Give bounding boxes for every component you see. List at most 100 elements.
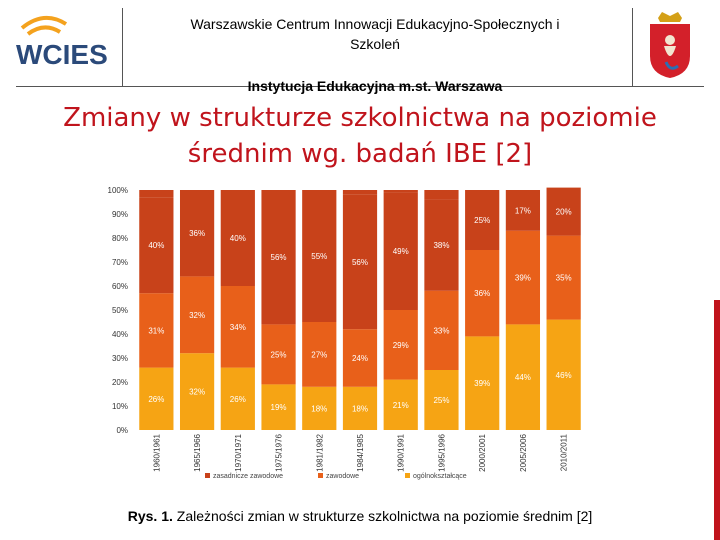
x-tick-label: 1990/1991 bbox=[397, 433, 406, 471]
y-tick-label: 0% bbox=[116, 426, 128, 435]
y-tick-label: 10% bbox=[112, 402, 128, 411]
legend-swatch bbox=[405, 473, 410, 478]
legend-label: zasadnicze zawodowe bbox=[213, 473, 283, 480]
slide-header: WCIES Warszawskie Centrum Innowacji Eduk… bbox=[0, 0, 720, 94]
x-tick-label: 2005/2006 bbox=[519, 433, 528, 471]
bar-segment bbox=[546, 187, 581, 236]
bar-segment bbox=[465, 336, 500, 430]
data-label: 20% bbox=[556, 208, 572, 217]
y-tick-label: 40% bbox=[112, 330, 128, 339]
bar-segment bbox=[342, 329, 378, 387]
data-label: 38% bbox=[433, 241, 449, 250]
data-label: 24% bbox=[352, 354, 368, 363]
bar-segment bbox=[342, 386, 378, 430]
data-label: 39% bbox=[515, 274, 531, 283]
data-label: 32% bbox=[189, 311, 205, 320]
bar-segment bbox=[179, 276, 215, 354]
organization-name: Warszawskie Centrum Innowacji Edukacyjno… bbox=[135, 14, 615, 54]
bar-segment bbox=[424, 290, 459, 370]
x-tick-label: 2000/2001 bbox=[478, 433, 487, 471]
data-label: 49% bbox=[393, 247, 409, 256]
caption-text: Zależności zmian w strukturze szkolnictw… bbox=[176, 508, 593, 524]
bar-segment bbox=[383, 379, 418, 430]
bar-segment-cap bbox=[139, 190, 174, 198]
bar-segment bbox=[220, 286, 255, 368]
header-divider-right bbox=[632, 8, 633, 86]
bar-segment-cap bbox=[424, 190, 459, 200]
x-tick-label: 1965/1966 bbox=[193, 433, 202, 471]
bar-segment bbox=[302, 386, 337, 430]
slide-edge-accent bbox=[714, 300, 720, 540]
bar-segment bbox=[383, 192, 418, 310]
bar-segment bbox=[220, 367, 255, 430]
data-label: 26% bbox=[148, 395, 164, 404]
x-tick-label: 1970/1971 bbox=[234, 433, 243, 471]
bar-segment bbox=[139, 367, 174, 430]
bar-segment bbox=[546, 235, 581, 320]
data-label: 29% bbox=[393, 341, 409, 350]
header-divider-left bbox=[122, 8, 123, 86]
data-label: 44% bbox=[515, 373, 531, 382]
institution-name: Instytucja Edukacyjna m.st. Warszawa bbox=[247, 78, 503, 94]
data-label: 56% bbox=[352, 258, 368, 267]
y-tick-label: 70% bbox=[112, 258, 128, 267]
bar-segment bbox=[465, 190, 500, 250]
legend-swatch bbox=[205, 473, 210, 478]
wcies-logo: WCIES bbox=[16, 16, 108, 70]
bar-segment bbox=[261, 190, 296, 325]
x-tick-label: 1995/1996 bbox=[437, 433, 446, 471]
bar-segment bbox=[424, 199, 459, 291]
bar-segment bbox=[424, 370, 459, 430]
x-tick-label: 1975/1976 bbox=[275, 433, 284, 471]
data-label: 35% bbox=[556, 274, 572, 283]
warsaw-crest-icon bbox=[650, 12, 690, 78]
data-label: 55% bbox=[311, 252, 327, 261]
data-label: 25% bbox=[271, 350, 287, 359]
y-tick-label: 100% bbox=[108, 186, 128, 195]
bar-segment bbox=[342, 194, 378, 330]
slide-title: Zmiany w strukturze szkolnictwa na pozio… bbox=[40, 100, 680, 172]
data-label: 18% bbox=[311, 404, 327, 413]
bar-segment bbox=[139, 197, 174, 294]
data-label: 26% bbox=[230, 395, 246, 404]
caption-prefix: Rys. 1. bbox=[127, 508, 173, 524]
bar-segment bbox=[302, 322, 337, 387]
data-label: 34% bbox=[230, 323, 246, 332]
legend-swatch bbox=[318, 473, 323, 478]
bar-segment-cap bbox=[342, 190, 378, 195]
bar-segment bbox=[261, 384, 296, 430]
organization-line-2: Szkoleń bbox=[350, 36, 400, 52]
bar-segment bbox=[261, 324, 296, 385]
data-label: 33% bbox=[433, 326, 449, 335]
x-tick-label: 1984/1985 bbox=[356, 433, 365, 471]
data-label: 25% bbox=[474, 216, 490, 225]
organization-line-1: Warszawskie Centrum Innowacji Edukacyjno… bbox=[190, 16, 560, 32]
y-tick-label: 60% bbox=[112, 282, 128, 291]
bar-segment bbox=[383, 310, 418, 380]
data-label: 39% bbox=[474, 379, 490, 388]
bar-segment bbox=[546, 319, 581, 430]
data-label: 32% bbox=[189, 388, 205, 397]
data-label: 31% bbox=[148, 326, 164, 335]
bar-segment bbox=[220, 190, 255, 286]
data-label: 27% bbox=[311, 350, 327, 359]
header-rule bbox=[16, 86, 704, 87]
data-label: 36% bbox=[474, 289, 490, 298]
y-tick-label: 20% bbox=[112, 378, 128, 387]
data-label: 17% bbox=[515, 206, 531, 215]
data-label: 19% bbox=[271, 403, 287, 412]
data-label: 36% bbox=[189, 229, 205, 238]
x-tick-label: 2010/2011 bbox=[560, 433, 569, 471]
logo-text: WCIES bbox=[16, 39, 108, 70]
data-label: 56% bbox=[271, 253, 287, 262]
bar-segment bbox=[179, 353, 215, 430]
slide-title-line-1: Zmiany w strukturze szkolnictwa na pozio… bbox=[63, 103, 657, 133]
data-label: 21% bbox=[393, 401, 409, 410]
bar-segment bbox=[505, 324, 541, 430]
y-tick-label: 80% bbox=[112, 234, 128, 243]
data-label: 46% bbox=[556, 371, 572, 380]
bar-segment bbox=[179, 190, 215, 277]
bar-segment bbox=[505, 190, 541, 231]
x-tick-label: 1981/1982 bbox=[315, 433, 324, 471]
bar-segment bbox=[505, 230, 541, 325]
